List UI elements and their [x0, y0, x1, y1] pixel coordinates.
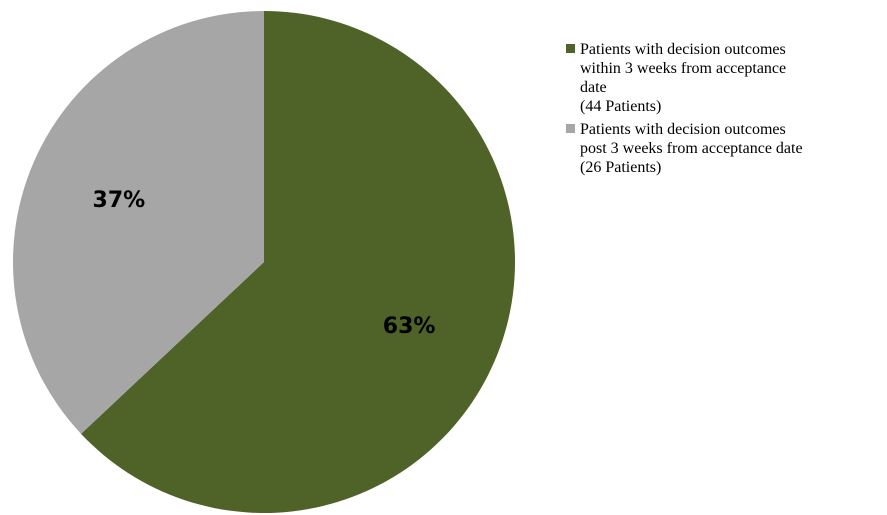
pie-slice-2	[13, 11, 265, 434]
legend-label-line: within 3 weeks from acceptance	[580, 60, 787, 77]
legend-label-line: Patients with decision outcomes	[580, 41, 786, 58]
legend-item-2: Patients with decision outcomes post 3 we…	[566, 120, 884, 177]
legend-label-line: (26 Patients)	[580, 159, 662, 176]
legend-swatch-1	[566, 44, 575, 53]
legend: Patients with decision outcomes within 3 …	[566, 40, 884, 181]
pie-slice-1	[81, 11, 516, 513]
legend-label-line: post 3 weeks from acceptance date	[580, 140, 803, 157]
legend-label-line: (44 Patients)	[580, 98, 662, 115]
slice-data-label-1: 63%	[383, 314, 436, 339]
legend-label-line: Patients with decision outcomes	[580, 121, 786, 138]
slice-data-label-2: 37%	[93, 188, 146, 213]
legend-label-line: date	[580, 79, 607, 96]
legend-item-1: Patients with decision outcomes within 3 …	[566, 40, 884, 116]
legend-swatch-2	[566, 124, 575, 133]
